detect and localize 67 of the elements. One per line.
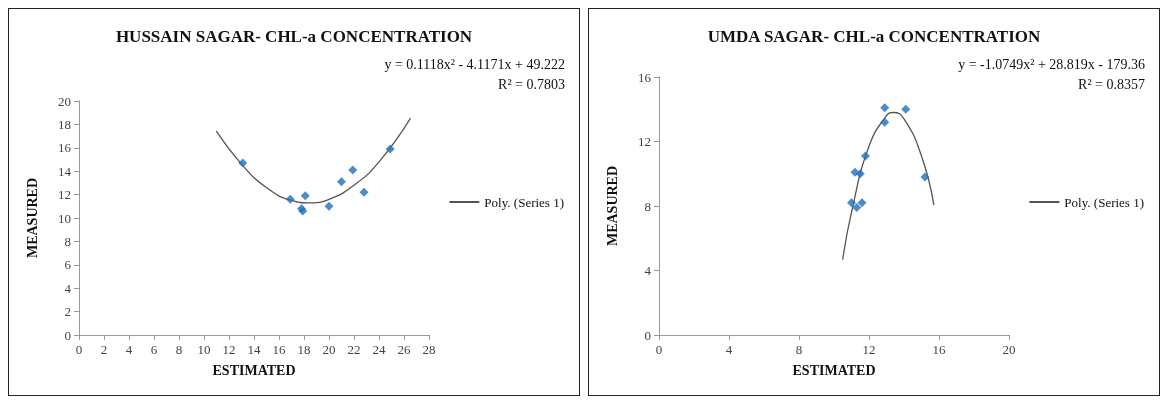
x-tick-label: 16	[272, 342, 286, 357]
y-axis-title: MEASURED	[24, 177, 40, 259]
point	[920, 172, 930, 182]
y-tick-label: 8	[64, 233, 71, 249]
x-axis-title: ESTIMATED	[212, 362, 296, 378]
point	[337, 177, 346, 187]
text: y = 0.1118x² - 4.1171x + 49.222	[384, 56, 565, 72]
text: y = -1.0749x² + 28.819x - 179.36	[958, 56, 1145, 72]
line-series	[842, 111, 935, 260]
x-tick-label: 0	[655, 342, 663, 357]
x-tick-label: 12	[222, 342, 236, 357]
point	[238, 158, 248, 168]
x-tick-label: 24	[372, 342, 386, 357]
legend-label: Poly. (Series 1)	[1064, 194, 1145, 210]
x-tick-label: 4	[125, 342, 133, 357]
point	[880, 117, 890, 127]
text: R² = 0.8357	[1078, 76, 1145, 92]
x-tick-label: 0	[75, 342, 83, 357]
x-tick-label: 8	[175, 342, 183, 357]
y-tick-label: 16	[58, 140, 72, 156]
point	[901, 104, 911, 114]
y-axis-title: MEASURED	[604, 165, 620, 247]
x-tick-label: 22	[347, 342, 361, 357]
y-tick-label: 4	[644, 263, 652, 278]
x-tick-label: 10	[197, 342, 211, 357]
y-tick-label: 12	[58, 187, 71, 203]
x-tick-label: 14	[247, 342, 261, 357]
point	[852, 203, 862, 213]
y-tick-label: 4	[64, 280, 72, 296]
x-tick-label: 28	[422, 342, 436, 357]
x-axis-title: ESTIMATED	[792, 362, 876, 378]
y-tick-label: 0	[644, 327, 651, 343]
y-tick-label: 16	[638, 69, 652, 85]
point	[359, 187, 369, 197]
x-tick-label: 18	[297, 342, 311, 357]
chart-title: HUSSAIN SAGAR- CHL-a CONCENTRATION	[115, 27, 473, 46]
y-tick-label: 20	[58, 93, 71, 109]
x-tick-label: 6	[150, 342, 158, 357]
text: R² = 0.7803	[498, 76, 565, 92]
point	[861, 151, 870, 161]
y-tick-label: 8	[644, 198, 651, 214]
x-tick-label: 2	[100, 342, 108, 357]
x-tick-label: 26	[397, 342, 411, 357]
point	[348, 165, 358, 175]
x-tick-label: 8	[795, 342, 803, 357]
y-tick-label: 6	[64, 257, 72, 273]
point	[385, 144, 395, 154]
x-tick-label: 20	[322, 342, 336, 357]
x-tick-label: 12	[862, 342, 876, 357]
point	[285, 194, 295, 204]
y-tick-label: 12	[638, 134, 651, 149]
point	[324, 201, 334, 211]
y-tick-label: 14	[58, 163, 72, 179]
x-tick-label: 4	[725, 342, 733, 357]
point	[857, 198, 867, 208]
point	[855, 169, 865, 179]
y-tick-label: 2	[64, 304, 71, 320]
chart-title: UMDA SAGAR- CHL-a CONCENTRATION	[707, 27, 1042, 46]
x-tick-label: 20	[1002, 342, 1016, 357]
y-tick-label: 18	[58, 116, 71, 132]
point	[880, 103, 890, 113]
point	[847, 198, 856, 208]
y-tick-label: 0	[64, 327, 71, 343]
legend-label: Poly. (Series 1)	[484, 194, 565, 210]
point	[300, 191, 310, 201]
x-tick-label: 16	[932, 342, 946, 357]
y-tick-label: 10	[58, 210, 71, 226]
